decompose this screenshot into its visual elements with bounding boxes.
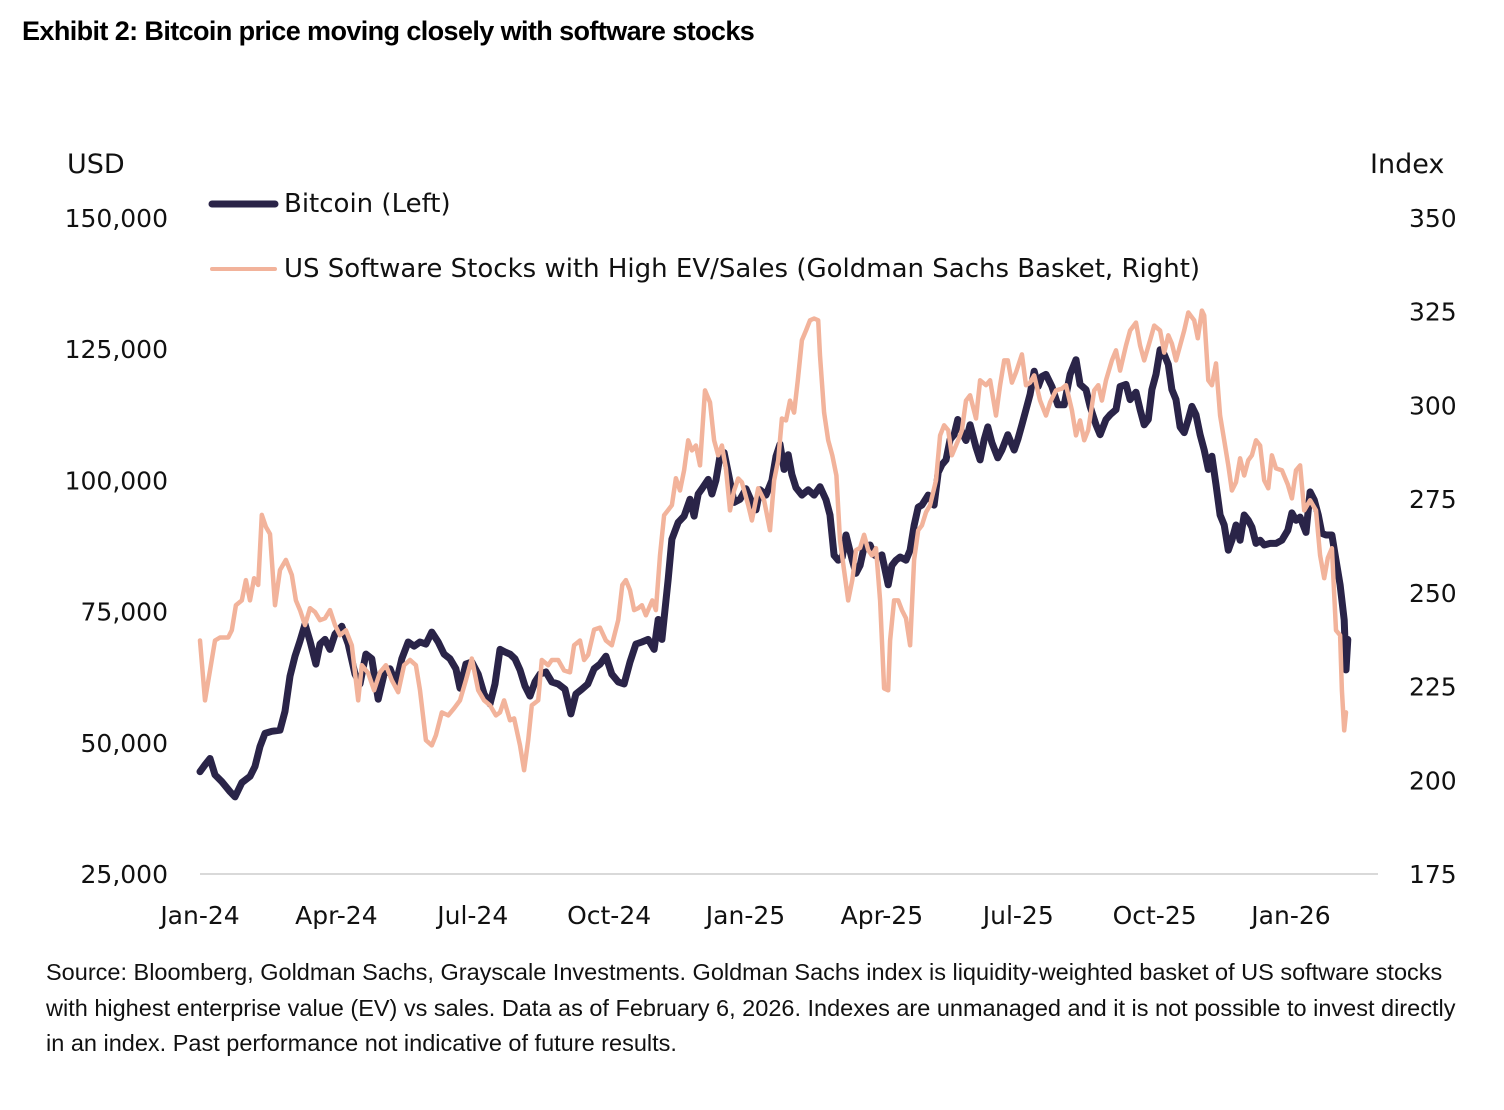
left-tick-label: 125,000 <box>65 335 168 364</box>
left-tick-label: 150,000 <box>65 204 168 233</box>
source-footnote: Source: Bloomberg, Goldman Sachs, Graysc… <box>46 959 1456 1056</box>
line-chart: USD Index 25,000 50,000 75,000 100,000 125,0… <box>65 149 1457 930</box>
series-line-software-stocks <box>197 308 1349 773</box>
left-axis-label: USD <box>67 149 125 180</box>
right-tick-label: 325 <box>1409 298 1457 327</box>
x-axis-ticks: Jan-24 Apr-24 Jul-24 Oct-24 Jan-25 Apr-25 Jul-… <box>158 901 1330 930</box>
right-tick-label: 225 <box>1409 673 1457 702</box>
left-tick-label: 25,000 <box>81 860 168 889</box>
x-tick-label: Apr-24 <box>295 901 377 930</box>
right-tick-label: 200 <box>1409 766 1457 795</box>
left-axis-ticks: 25,000 50,000 75,000 100,000 125,000 150,000 <box>65 204 168 889</box>
x-tick-label: Jan-24 <box>158 901 239 930</box>
x-tick-label: Oct-25 <box>1113 901 1197 930</box>
left-tick-label: 100,000 <box>65 466 168 495</box>
right-tick-label: 175 <box>1409 860 1457 889</box>
right-axis-ticks: 175 200 225 250 275 300 325 350 <box>1409 204 1457 889</box>
legend-item-bitcoin: Bitcoin (Left) <box>208 189 451 219</box>
x-tick-label: Oct-24 <box>567 901 651 930</box>
left-tick-label: 75,000 <box>81 598 168 627</box>
x-tick-label: Jan-25 <box>704 901 785 930</box>
chart-title: Exhibit 2: Bitcoin price moving closely … <box>22 16 755 46</box>
legend: Bitcoin (Left) US Software Stocks with H… <box>208 189 1200 284</box>
right-tick-label: 350 <box>1409 204 1457 233</box>
right-tick-label: 250 <box>1409 579 1457 608</box>
x-tick-label: Apr-25 <box>841 901 923 930</box>
left-tick-label: 50,000 <box>81 729 168 758</box>
legend-item-software: US Software Stocks with High EV/Sales (G… <box>210 254 1200 284</box>
x-tick-label: Jul-25 <box>981 901 1054 930</box>
legend-label-software: US Software Stocks with High EV/Sales (G… <box>284 254 1200 284</box>
right-tick-label: 275 <box>1409 485 1457 514</box>
legend-label-bitcoin: Bitcoin (Left) <box>284 189 451 219</box>
x-tick-label: Jan-26 <box>1249 901 1330 930</box>
x-tick-label: Jul-24 <box>435 901 508 930</box>
right-tick-label: 300 <box>1409 391 1457 420</box>
series-line-bitcoin <box>196 346 1352 801</box>
series-layer <box>196 308 1352 801</box>
right-axis-label: Index <box>1370 149 1444 180</box>
